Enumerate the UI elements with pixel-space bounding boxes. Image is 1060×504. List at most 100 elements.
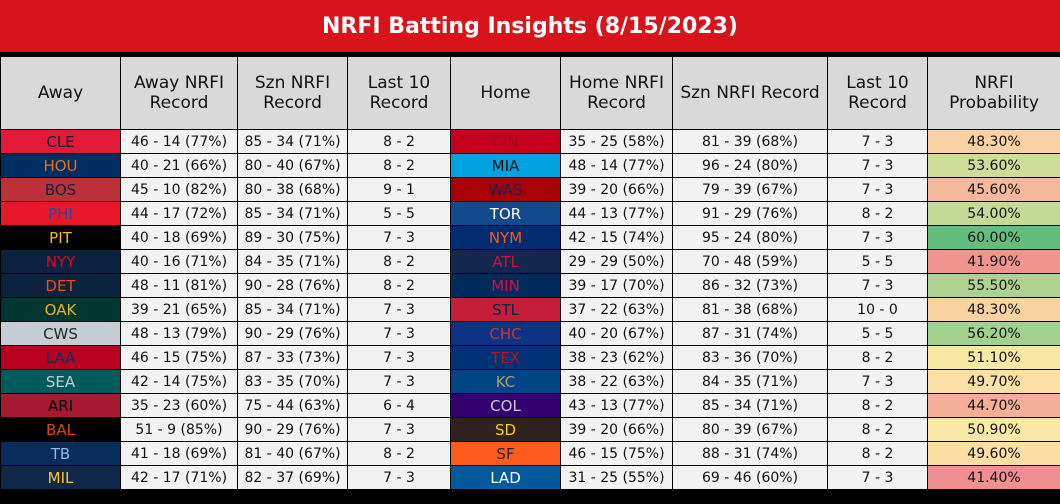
home-nrfi-record-cell: 43 - 13 (77%): [560, 393, 673, 418]
home-team-cell: COL: [450, 393, 561, 418]
home-last-10-cell: 10 - 0: [827, 297, 928, 322]
away-szn-record-cell: 82 - 37 (69%): [237, 465, 348, 490]
table-row: LAA 46 - 15 (75%) 87 - 33 (73%) 7 - 3 TEX 38 …: [0, 345, 1060, 370]
away-szn-record-cell: 87 - 33 (73%): [237, 345, 348, 370]
home-szn-record-cell: 80 - 39 (67%): [672, 417, 828, 442]
away-szn-record-cell: 80 - 38 (68%): [237, 177, 348, 202]
away-last-10-cell: 7 - 3: [347, 297, 451, 322]
home-nrfi-record-cell: 44 - 13 (77%): [560, 201, 673, 226]
away-team-cell: PIT: [0, 225, 121, 250]
away-last-10-cell: 8 - 2: [347, 249, 451, 274]
home-last-10-cell: 8 - 2: [827, 201, 928, 226]
home-szn-record-cell: 81 - 38 (68%): [672, 297, 828, 322]
home-szn-record-cell: 86 - 32 (73%): [672, 273, 828, 298]
table-row: PHI 44 - 17 (72%) 85 - 34 (71%) 5 - 5 TOR 44 …: [0, 201, 1060, 226]
away-last-10-cell: 6 - 4: [347, 393, 451, 418]
home-nrfi-record-cell: 38 - 23 (62%): [560, 345, 673, 370]
away-nrfi-record-cell: 42 - 17 (71%): [120, 465, 238, 490]
home-nrfi-record-cell: 38 - 22 (63%): [560, 369, 673, 394]
away-team-cell: SEA: [0, 369, 121, 394]
away-nrfi-record-cell: 48 - 13 (79%): [120, 321, 238, 346]
home-nrfi-record-cell: 29 - 29 (50%): [560, 249, 673, 274]
away-nrfi-record-cell: 40 - 18 (69%): [120, 225, 238, 250]
nrfi-probability-cell: 44.70%: [927, 393, 1060, 418]
home-team-cell: MIN: [450, 273, 561, 298]
home-szn-record-cell: 81 - 39 (68%): [672, 129, 828, 154]
away-team-cell: LAA: [0, 345, 121, 370]
home-team-cell: CHC: [450, 321, 561, 346]
away-team-cell: MIL: [0, 465, 121, 490]
table-row: ARI 35 - 23 (60%) 75 - 44 (63%) 6 - 4 COL 43 …: [0, 393, 1060, 418]
away-team-cell: HOU: [0, 153, 121, 178]
away-last-10-cell: 7 - 3: [347, 369, 451, 394]
home-last-10-cell: 7 - 3: [827, 369, 928, 394]
away-szn-record-cell: 81 - 40 (67%): [237, 441, 348, 466]
home-szn-record-cell: 83 - 36 (70%): [672, 345, 828, 370]
table-row: TB 41 - 18 (69%) 81 - 40 (67%) 8 - 2 SF 46 - …: [0, 441, 1060, 466]
nrfi-table: Away Away NRFI Record Szn NRFI Record La…: [0, 56, 1060, 490]
away-last-10-cell: 5 - 5: [347, 201, 451, 226]
away-last-10-cell: 7 - 3: [347, 465, 451, 490]
home-nrfi-record-cell: 48 - 14 (77%): [560, 153, 673, 178]
home-szn-record-cell: 88 - 31 (74%): [672, 441, 828, 466]
away-nrfi-record-cell: 44 - 17 (72%): [120, 201, 238, 226]
home-team-cell: LAD: [450, 465, 561, 490]
home-team-cell: MIA: [450, 153, 561, 178]
away-nrfi-record-cell: 39 - 21 (65%): [120, 297, 238, 322]
table-row: CLE 46 - 14 (77%) 85 - 34 (71%) 8 - 2 CIN 35 …: [0, 129, 1060, 154]
home-szn-record-cell: 95 - 24 (80%): [672, 225, 828, 250]
home-team-cell: WAS: [450, 177, 561, 202]
nrfi-probability-cell: 51.10%: [927, 345, 1060, 370]
away-last-10-cell: 8 - 2: [347, 153, 451, 178]
nrfi-probability-cell: 53.60%: [927, 153, 1060, 178]
away-szn-record-cell: 75 - 44 (63%): [237, 393, 348, 418]
home-team-cell: CIN: [450, 129, 561, 154]
home-szn-record-cell: 96 - 24 (80%): [672, 153, 828, 178]
nrfi-probability-cell: 60.00%: [927, 225, 1060, 250]
header-home-szn-nrfi-record: Szn NRFI Record: [672, 56, 828, 130]
away-szn-record-cell: 90 - 28 (76%): [237, 273, 348, 298]
home-team-cell: STL: [450, 297, 561, 322]
table-row: BOS 45 - 10 (82%) 80 - 38 (68%) 9 - 1 WAS 39 …: [0, 177, 1060, 202]
home-last-10-cell: 5 - 5: [827, 249, 928, 274]
home-szn-record-cell: 79 - 39 (67%): [672, 177, 828, 202]
home-team-cell: ATL: [450, 249, 561, 274]
away-last-10-cell: 7 - 3: [347, 321, 451, 346]
away-last-10-cell: 8 - 2: [347, 441, 451, 466]
home-last-10-cell: 8 - 2: [827, 393, 928, 418]
home-szn-record-cell: 87 - 31 (74%): [672, 321, 828, 346]
table-row: OAK 39 - 21 (65%) 85 - 34 (71%) 7 - 3 STL 37 …: [0, 297, 1060, 322]
header-away-nrfi-record: Away NRFI Record: [120, 56, 238, 130]
table-row: DET 48 - 11 (81%) 90 - 28 (76%) 8 - 2 MIN 39 …: [0, 273, 1060, 298]
table-row: MIL 42 - 17 (71%) 82 - 37 (69%) 7 - 3 LAD 31 …: [0, 465, 1060, 490]
away-team-cell: CWS: [0, 321, 121, 346]
away-team-cell: ARI: [0, 393, 121, 418]
home-team-cell: NYM: [450, 225, 561, 250]
nrfi-probability-cell: 48.30%: [927, 129, 1060, 154]
home-last-10-cell: 7 - 3: [827, 153, 928, 178]
home-last-10-cell: 8 - 2: [827, 441, 928, 466]
home-last-10-cell: 7 - 3: [827, 465, 928, 490]
away-nrfi-record-cell: 45 - 10 (82%): [120, 177, 238, 202]
header-home: Home: [450, 56, 561, 130]
away-last-10-cell: 8 - 2: [347, 273, 451, 298]
header-home-last-10: Last 10 Record: [827, 56, 928, 130]
home-szn-record-cell: 85 - 34 (71%): [672, 393, 828, 418]
home-nrfi-record-cell: 39 - 20 (66%): [560, 177, 673, 202]
table-row: HOU 40 - 21 (66%) 80 - 40 (67%) 8 - 2 MIA 48 …: [0, 153, 1060, 178]
away-last-10-cell: 7 - 3: [347, 225, 451, 250]
home-szn-record-cell: 70 - 48 (59%): [672, 249, 828, 274]
table-body: CLE 46 - 14 (77%) 85 - 34 (71%) 8 - 2 CIN 35 …: [0, 129, 1060, 490]
home-nrfi-record-cell: 40 - 20 (67%): [560, 321, 673, 346]
away-team-cell: NYY: [0, 249, 121, 274]
away-szn-record-cell: 90 - 29 (76%): [237, 417, 348, 442]
header-away-last-10: Last 10 Record: [347, 56, 451, 130]
away-nrfi-record-cell: 51 - 9 (85%): [120, 417, 238, 442]
home-nrfi-record-cell: 37 - 22 (63%): [560, 297, 673, 322]
away-nrfi-record-cell: 48 - 11 (81%): [120, 273, 238, 298]
away-team-cell: OAK: [0, 297, 121, 322]
away-last-10-cell: 8 - 2: [347, 129, 451, 154]
nrfi-probability-cell: 45.60%: [927, 177, 1060, 202]
table-row: CWS 48 - 13 (79%) 90 - 29 (76%) 7 - 3 CHC 40 …: [0, 321, 1060, 346]
